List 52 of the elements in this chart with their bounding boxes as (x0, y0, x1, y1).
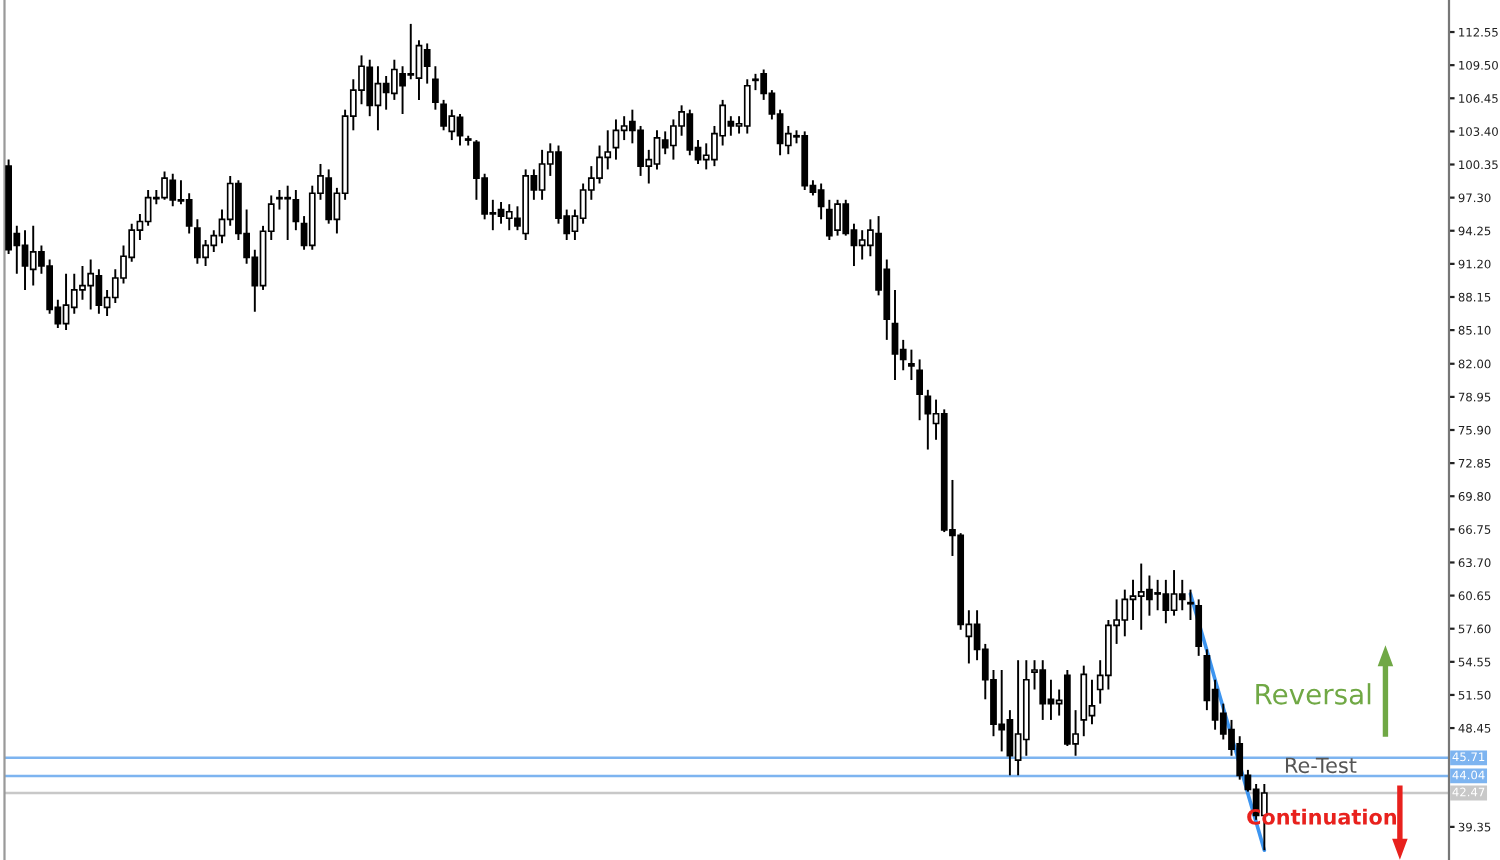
candlestick (95, 268, 103, 315)
candlestick (620, 115, 628, 142)
candlestick (908, 348, 915, 382)
candlestick (1146, 574, 1153, 617)
candlestick (1129, 578, 1137, 621)
annotation: Re-Test (1285, 757, 1357, 774)
candlestick (834, 198, 841, 237)
candlestick (1121, 588, 1129, 638)
candlestick (144, 189, 152, 227)
candlestick (366, 58, 374, 118)
candlestick (653, 129, 661, 171)
candlestick (382, 75, 390, 111)
candlestick (440, 98, 447, 132)
candlestick (390, 58, 398, 101)
candlestick (579, 182, 587, 225)
candlestick (1170, 569, 1178, 617)
candlestick (1154, 578, 1162, 612)
candlestick (325, 168, 333, 225)
candlestick (284, 184, 292, 241)
candlestick (1195, 598, 1203, 657)
candlestick (612, 118, 620, 161)
candlestick (1039, 659, 1047, 721)
candlestick (29, 224, 37, 287)
candlestick (998, 669, 1006, 753)
candlestick (497, 201, 505, 225)
candlestick (1162, 578, 1170, 625)
candlestick (399, 65, 406, 115)
candlestick (292, 189, 300, 232)
candlestick (1137, 562, 1145, 631)
candlestick (1178, 578, 1186, 612)
annotation: Reversal (1256, 683, 1371, 705)
candlestick (596, 144, 603, 185)
candlestick (161, 170, 168, 201)
candlestick (87, 258, 95, 311)
candlestick (169, 172, 177, 208)
candlestick (686, 108, 694, 157)
candlestick (743, 78, 751, 135)
candlestick (456, 113, 464, 147)
candlestick (79, 265, 86, 301)
candlestick (916, 358, 924, 422)
candlestick (407, 22, 415, 81)
candlestick (1014, 659, 1022, 777)
candlestick (62, 272, 70, 332)
candlestick (891, 288, 899, 382)
candlestick (858, 229, 866, 261)
candlestick (1187, 588, 1194, 621)
candlestick (505, 203, 513, 232)
candlestick (670, 118, 677, 161)
candlestick (637, 124, 644, 177)
candlestick (448, 108, 456, 142)
candlestick (538, 148, 546, 201)
candlestick (1006, 709, 1014, 777)
